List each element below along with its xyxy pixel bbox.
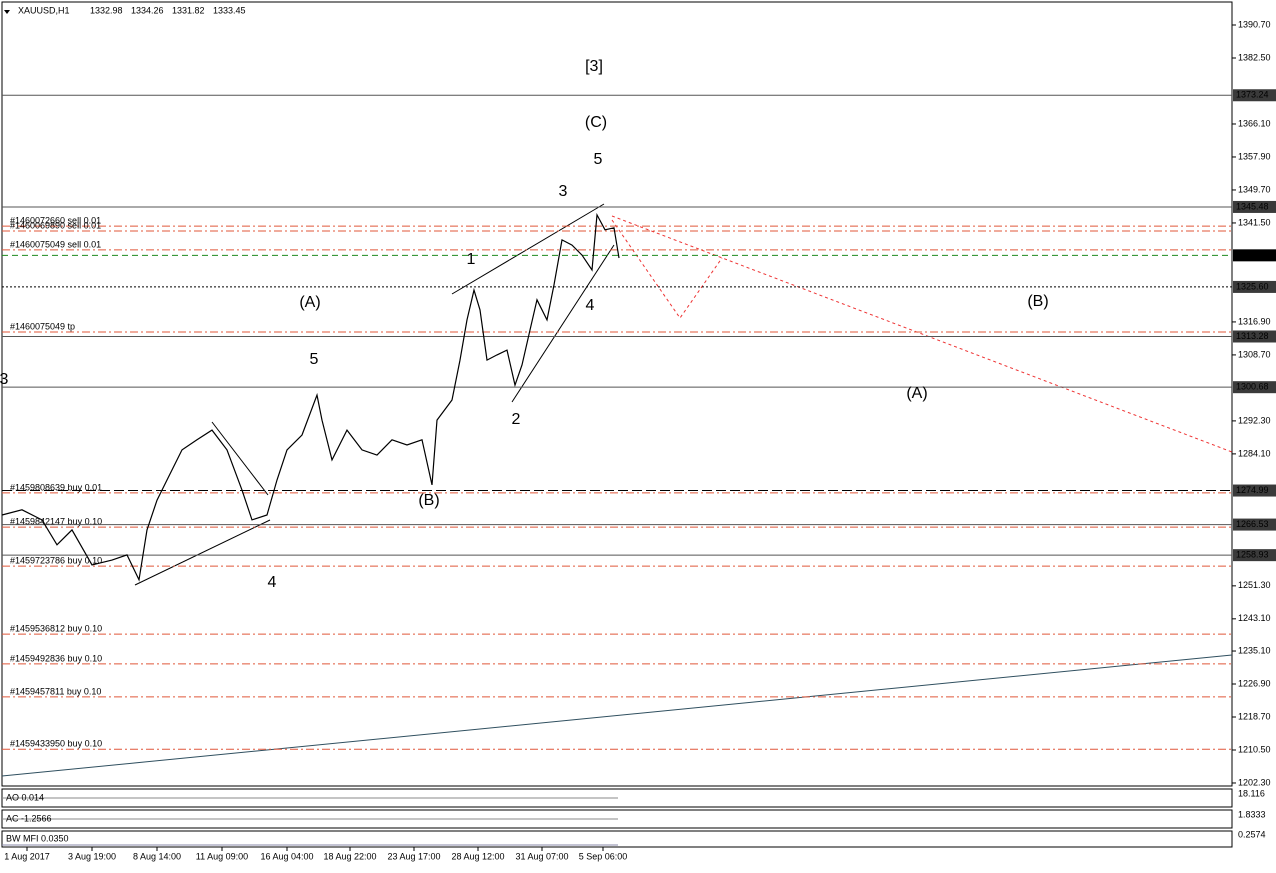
trendline xyxy=(511,244,615,403)
chart-title: XAUUSD,H1 xyxy=(18,5,70,15)
y-tick-label: 1243.10 xyxy=(1238,613,1271,623)
level-label: 1300.68 xyxy=(1236,382,1269,392)
order-label: #1460072660 sell 0.01 xyxy=(10,216,101,226)
indicator-scale: 18.116 xyxy=(1238,788,1265,798)
x-tick-label: 3 Aug 19:00 xyxy=(68,851,116,861)
y-tick-label: 1349.70 xyxy=(1238,184,1271,194)
wave-label: 4 xyxy=(586,297,595,314)
y-tick-label: 1357.90 xyxy=(1238,151,1271,161)
wave-label: (A) xyxy=(906,385,927,402)
wave-label: 3 xyxy=(559,183,568,200)
ohlc-value: 1333.45 xyxy=(213,5,246,15)
level-box xyxy=(1233,330,1276,343)
level-label: 1333.45 xyxy=(1236,250,1269,260)
x-tick-label: 5 Sep 06:00 xyxy=(579,851,628,861)
level-label: 1258.93 xyxy=(1236,550,1269,560)
order-label: #1459433950 buy 0.10 xyxy=(10,739,102,749)
order-label: #1459457811 buy 0.10 xyxy=(10,686,101,696)
indicator-scale: 0.2574 xyxy=(1238,829,1266,839)
x-tick-label: 23 Aug 17:00 xyxy=(387,851,440,861)
y-tick-label: 1218.70 xyxy=(1238,711,1271,721)
price-line xyxy=(1,212,620,582)
x-tick-label: 18 Aug 22:00 xyxy=(323,851,376,861)
x-tick-label: 11 Aug 09:00 xyxy=(196,851,248,861)
plot-frame xyxy=(1,1,1233,787)
x-tick-label: 1 Aug 2017 xyxy=(4,851,50,861)
order-label: #1459808639 buy 0.01 xyxy=(10,482,102,492)
level-box xyxy=(1233,89,1276,102)
wave-label: 5 xyxy=(594,151,603,168)
indicator-label: AC -1.2566 xyxy=(6,813,52,823)
level-label: 1373.24 xyxy=(1236,90,1269,100)
level-label: 1313.28 xyxy=(1236,331,1269,341)
x-tick-label: 28 Aug 12:00 xyxy=(451,851,504,861)
ohlc-value: 1332.98 xyxy=(90,5,123,15)
x-tick-label: 16 Aug 04:00 xyxy=(260,851,313,861)
menu-arrow xyxy=(4,10,10,14)
y-tick-label: 1390.70 xyxy=(1238,19,1271,29)
wave-label: (C) xyxy=(585,114,607,131)
order-label: #1459492836 buy 0.10 xyxy=(10,653,102,663)
y-tick-label: 1382.50 xyxy=(1238,52,1271,62)
level-box xyxy=(1233,200,1276,213)
y-tick-label: 1316.90 xyxy=(1238,316,1271,326)
y-tick-label: 1366.10 xyxy=(1238,118,1271,128)
wave-label: (B) xyxy=(1027,293,1048,310)
forecast-path xyxy=(611,219,723,319)
indicator-label: BW MFI 0.0350 xyxy=(6,833,69,843)
level-box xyxy=(1233,280,1276,293)
y-tick-label: 1235.10 xyxy=(1238,645,1271,655)
wave-label: 3 xyxy=(0,371,9,388)
x-tick-label: 31 Aug 07:00 xyxy=(515,851,568,861)
mfi-pane xyxy=(1,830,1233,848)
level-label: 1274.99 xyxy=(1236,485,1269,495)
level-box xyxy=(1233,518,1276,531)
order-label: #1459842147 buy 0.10 xyxy=(10,516,102,526)
order-label: #1459536812 buy 0.10 xyxy=(10,623,102,633)
wave-label: (B) xyxy=(418,492,439,509)
y-tick-label: 1251.30 xyxy=(1238,580,1271,590)
order-label: #1460069890 sell 0.01 xyxy=(10,220,101,230)
level-box xyxy=(1233,549,1276,562)
order-label: #1460075049 tp xyxy=(10,321,75,331)
wave-label: 5 xyxy=(310,351,319,368)
y-tick-label: 1292.30 xyxy=(1238,415,1271,425)
trendline xyxy=(211,421,269,496)
wave-label: [3] xyxy=(585,58,603,75)
ohlc-value: 1331.82 xyxy=(172,5,205,15)
y-tick-label: 1284.10 xyxy=(1238,448,1271,458)
level-box xyxy=(1233,381,1276,394)
ohlc-value: 1334.26 xyxy=(131,5,164,15)
y-tick-label: 1341.50 xyxy=(1238,217,1271,227)
level-box xyxy=(1233,249,1276,262)
x-tick-label: 8 Aug 14:00 xyxy=(133,851,181,861)
y-tick-label: 1210.50 xyxy=(1238,744,1271,754)
wave-label: 2 xyxy=(512,411,521,428)
wave-label: 4 xyxy=(268,574,277,591)
order-label: #1459723786 buy 0.10 xyxy=(10,556,102,566)
trendline xyxy=(1,654,1233,777)
level-label: 1345.48 xyxy=(1236,201,1269,211)
trendline xyxy=(134,519,271,586)
level-label: 1325.60 xyxy=(1236,281,1269,291)
y-tick-label: 1226.90 xyxy=(1238,678,1271,688)
level-label: 1266.53 xyxy=(1236,519,1269,529)
y-tick-label: 1202.30 xyxy=(1238,777,1271,787)
wave-label: 1 xyxy=(467,251,476,268)
y-tick-label: 1308.70 xyxy=(1238,349,1271,359)
level-box xyxy=(1233,484,1276,497)
wave-label: (A) xyxy=(299,294,320,311)
indicator-scale: 1.8333 xyxy=(1238,809,1266,819)
order-label: #1460075049 sell 0.01 xyxy=(10,239,101,249)
indicator-label: AO 0.014 xyxy=(6,792,44,802)
trendline xyxy=(451,203,605,295)
